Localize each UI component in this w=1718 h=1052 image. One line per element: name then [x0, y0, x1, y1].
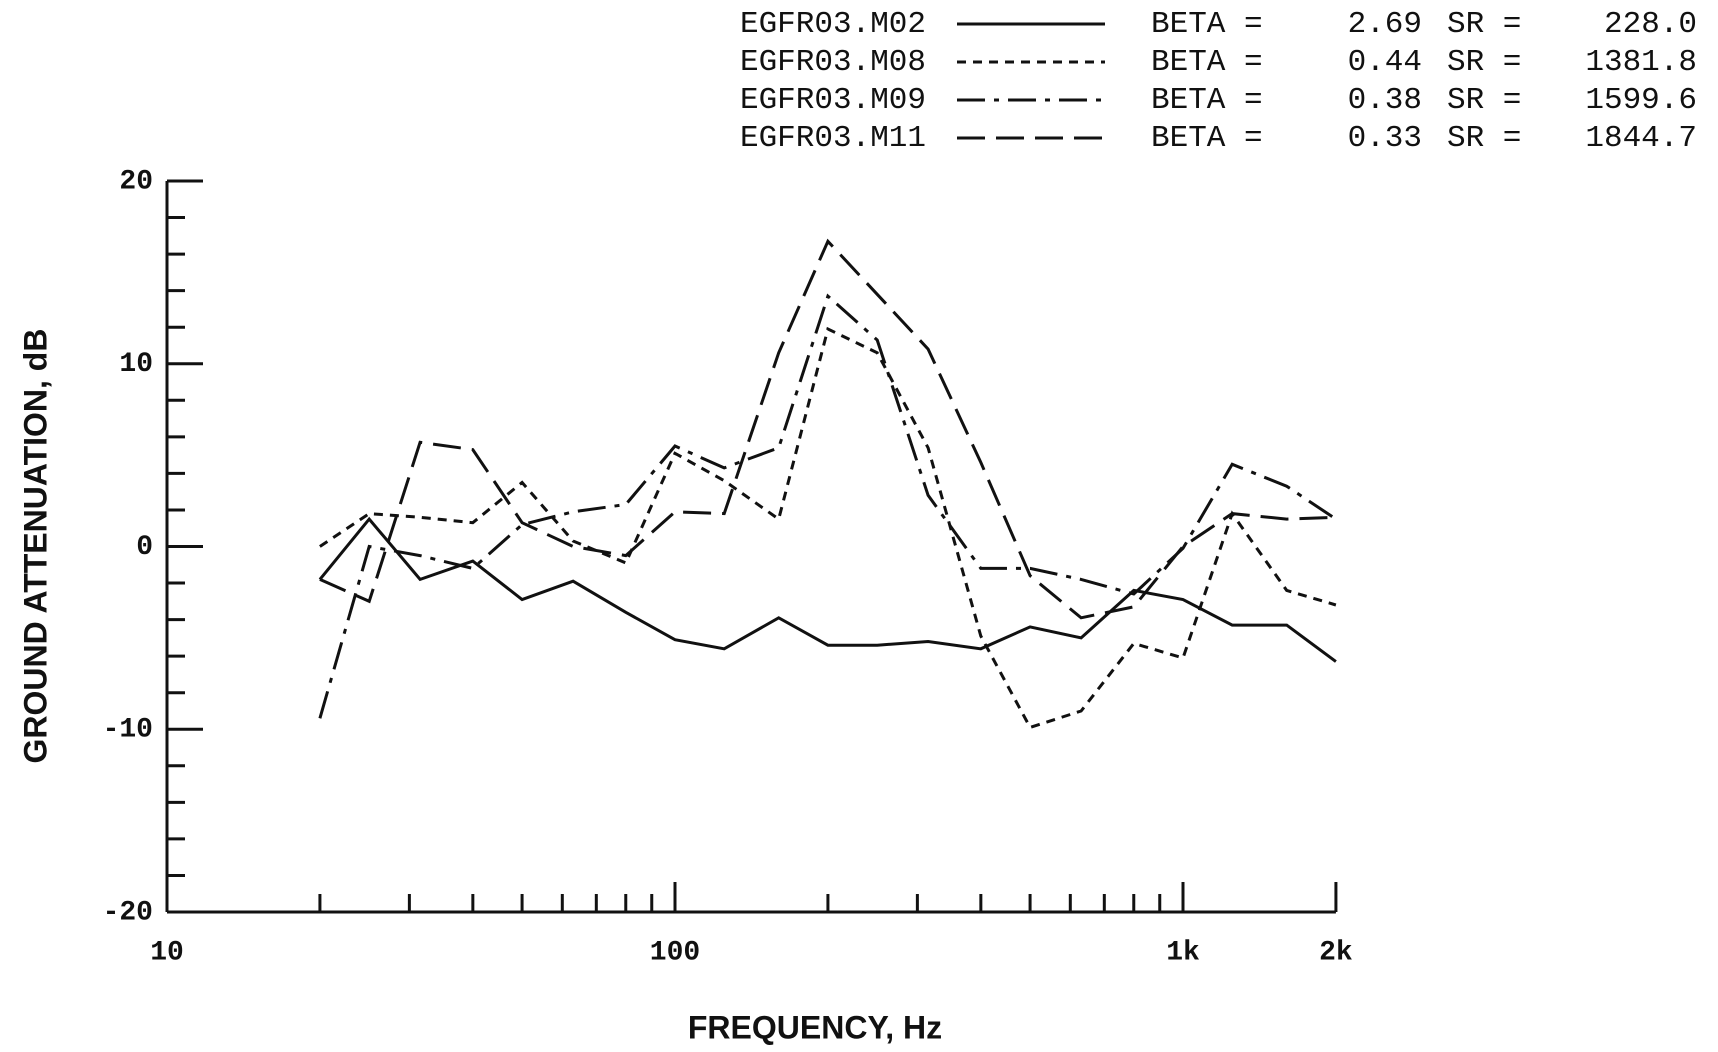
legend-sr-label: SR = [1447, 121, 1521, 156]
legend-beta: 2.69 [1348, 7, 1422, 42]
legend-beta-label: BETA = [1151, 7, 1263, 42]
series-line [318, 516, 1337, 663]
legend-beta-label: BETA = [1151, 45, 1263, 80]
x-tick-label: 1k [1166, 937, 1200, 968]
legend-sr: 228.0 [1604, 7, 1697, 42]
x-axis-label: FREQUENCY, Hz [688, 1009, 942, 1045]
y-tick-label: 20 [119, 166, 153, 197]
legend-beta: 0.38 [1348, 83, 1422, 118]
legend-name: EGFR03.M02 [740, 7, 926, 42]
legend-sr: 1844.7 [1585, 121, 1697, 156]
x-tick-label: 2k [1319, 937, 1353, 968]
series-line [318, 293, 1337, 719]
y-tick-label: -10 [103, 715, 153, 746]
legend-sr-label: SR = [1447, 45, 1521, 80]
y-tick-label: -20 [103, 897, 153, 928]
legend-beta-label: BETA = [1151, 121, 1263, 156]
legend-sr: 1599.6 [1585, 83, 1697, 118]
legend-sr: 1381.8 [1585, 45, 1697, 80]
legend-name: EGFR03.M08 [740, 45, 926, 80]
legend-name: EGFR03.M09 [740, 83, 926, 118]
y-tick-label: 10 [119, 349, 153, 380]
series-line [319, 326, 1337, 730]
y-tick-label: 0 [136, 532, 153, 563]
legend-sr-label: SR = [1447, 83, 1521, 118]
legend-beta: 0.33 [1348, 121, 1422, 156]
series-line [319, 238, 1336, 620]
legend-name: EGFR03.M11 [740, 121, 926, 156]
y-axis-label: GROUND ATTENUATION, dB [17, 329, 53, 764]
legend-beta-label: BETA = [1151, 83, 1263, 118]
legend-sr-label: SR = [1447, 7, 1521, 42]
x-tick-label: 100 [650, 937, 700, 968]
legend-beta: 0.44 [1348, 45, 1422, 80]
x-tick-label: 10 [150, 937, 184, 968]
